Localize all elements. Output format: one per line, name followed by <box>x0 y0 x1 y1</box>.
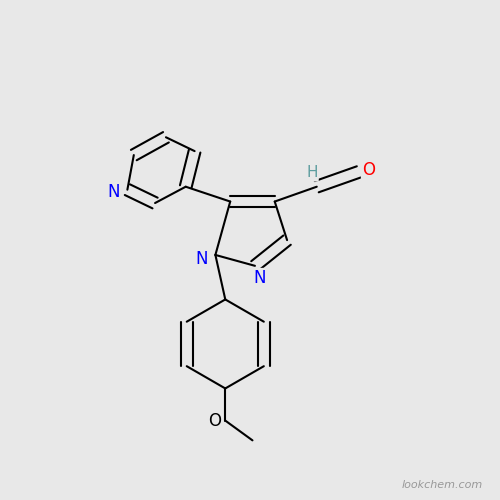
Text: N: N <box>196 250 208 268</box>
Text: lookchem.com: lookchem.com <box>401 480 482 490</box>
Text: O: O <box>362 162 375 180</box>
Text: O: O <box>208 412 221 430</box>
Text: N: N <box>254 269 266 287</box>
Text: N: N <box>108 183 120 201</box>
Text: H: H <box>306 166 318 180</box>
